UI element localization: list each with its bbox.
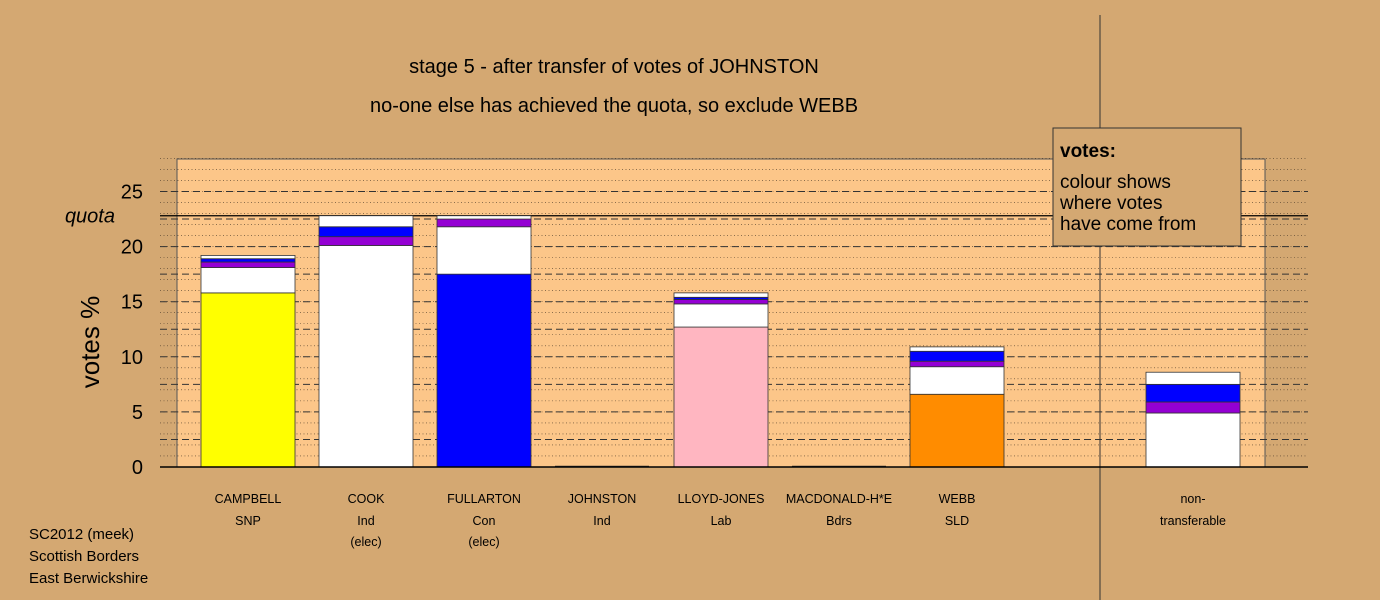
y-tick-label: 15 xyxy=(121,292,143,314)
chart-title: stage 5 - after transfer of votes of JOH… xyxy=(409,56,819,78)
footer-line-1: SC2012 (meek) xyxy=(29,526,135,543)
footer-line-2: Scottish Borders xyxy=(29,548,140,565)
bar-segment xyxy=(436,218,532,228)
candidate-name-label: CAMPBELL xyxy=(215,492,282,506)
y-tick-label: 5 xyxy=(132,402,143,424)
legend-line-1: colour shows xyxy=(1060,172,1171,193)
candidate-party-label: Bdrs xyxy=(826,514,852,528)
footer: SC2012 (meek) Scottish Borders East Berw… xyxy=(29,524,148,590)
bar-segment xyxy=(318,215,414,228)
bar-segment xyxy=(200,261,296,268)
legend: votes: colour shows where votes have com… xyxy=(1052,127,1242,247)
candidate-name-label: COOK xyxy=(348,492,385,506)
legend-box xyxy=(1052,127,1242,247)
bar-segment xyxy=(318,236,414,246)
candidate-party-label: SLD xyxy=(945,514,969,528)
bar-segment xyxy=(909,393,1005,468)
bar-segment xyxy=(673,299,769,305)
candidate-name-label: WEBB xyxy=(939,492,976,506)
bar-segment xyxy=(1145,412,1241,468)
bar-segment xyxy=(673,326,769,468)
bar-segment xyxy=(318,245,414,468)
y-tick-label: 0 xyxy=(132,457,143,479)
candidate-party-label: Lab xyxy=(711,514,732,528)
candidate-party-label: transferable xyxy=(1160,514,1226,528)
chart-subtitle: no-one else has achieved the quota, so e… xyxy=(370,95,858,117)
bar-segment xyxy=(909,366,1005,395)
bar-segment xyxy=(436,273,532,468)
candidate-party-label: Ind xyxy=(357,514,374,528)
bar-segment xyxy=(909,346,1005,352)
bar-segment xyxy=(200,267,296,294)
candidate-note-label: (elec) xyxy=(468,535,499,549)
footer-line-3: East Berwickshire xyxy=(29,570,149,587)
bar-segment xyxy=(318,226,414,238)
legend-line-3: have come from xyxy=(1060,214,1196,235)
x-axis-labels: CAMPBELL SNP COOK Ind (elec) FULLARTON Con (ele… xyxy=(215,492,1226,549)
candidate-name-label: non- xyxy=(1180,492,1205,506)
bar-segment xyxy=(1145,401,1241,414)
y-tick-label: 10 xyxy=(121,347,143,369)
candidate-name-label: FULLARTON xyxy=(447,492,521,506)
candidate-name-label: MACDONALD-H*E xyxy=(786,492,892,506)
y-tick-label: 25 xyxy=(121,182,143,204)
legend-heading: votes: xyxy=(1060,141,1116,162)
quota-label: quota xyxy=(65,206,115,228)
y-axis: 0 5 10 15 20 25 xyxy=(121,182,143,480)
bars xyxy=(200,215,1241,468)
candidate-party-label: SNP xyxy=(235,514,261,528)
y-tick-label: 20 xyxy=(121,237,143,259)
bar-segment xyxy=(436,215,532,220)
bar-segment xyxy=(673,303,769,328)
bar-segment xyxy=(1145,371,1241,385)
bar-segment xyxy=(200,292,296,468)
candidate-name-label: LLOYD-JONES xyxy=(678,492,765,506)
bar-segment xyxy=(1145,383,1241,403)
legend-line-2: where votes xyxy=(1059,193,1162,214)
candidate-party-label: Ind xyxy=(593,514,610,528)
y-axis-label: votes % xyxy=(75,296,105,389)
bar-segment xyxy=(909,360,1005,368)
candidate-party-label: Con xyxy=(473,514,496,528)
bar-segment xyxy=(200,258,296,263)
bar-segment xyxy=(909,350,1005,362)
candidate-note-label: (elec) xyxy=(350,535,381,549)
bar-segment xyxy=(436,226,532,275)
bar-segment xyxy=(673,292,769,298)
bar-segment xyxy=(200,255,296,260)
candidate-name-label: JOHNSTON xyxy=(568,492,637,506)
